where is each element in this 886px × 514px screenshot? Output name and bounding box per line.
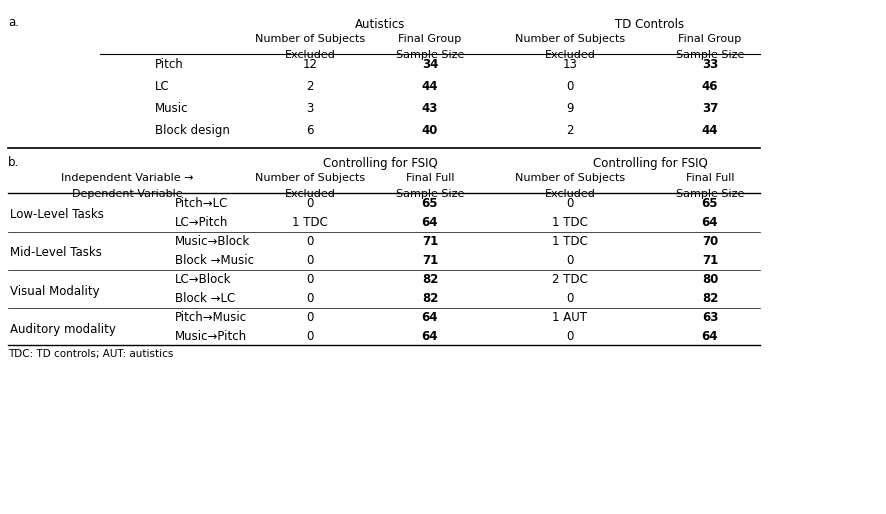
Text: Number of Subjects: Number of Subjects <box>515 34 625 44</box>
Text: Visual Modality: Visual Modality <box>10 285 99 298</box>
Text: 65: 65 <box>421 197 438 210</box>
Text: 13: 13 <box>562 58 577 71</box>
Text: 64: 64 <box>421 330 438 343</box>
Text: Excluded: Excluded <box>284 50 335 60</box>
Text: Final Group: Final Group <box>678 34 741 44</box>
Text: 40: 40 <box>422 124 438 137</box>
Text: 0: 0 <box>306 311 314 324</box>
Text: Excluded: Excluded <box>544 50 595 60</box>
Text: LC→Pitch: LC→Pitch <box>175 216 228 229</box>
Text: 0: 0 <box>565 254 573 267</box>
Text: 6: 6 <box>306 124 314 137</box>
Text: 64: 64 <box>701 330 718 343</box>
Text: 82: 82 <box>701 292 718 305</box>
Text: Controlling for FSIQ: Controlling for FSIQ <box>592 157 706 170</box>
Text: 63: 63 <box>701 311 718 324</box>
Text: Auditory modality: Auditory modality <box>10 322 116 336</box>
Text: 64: 64 <box>701 216 718 229</box>
Text: Excluded: Excluded <box>284 189 335 199</box>
Text: 2 TDC: 2 TDC <box>551 273 587 286</box>
Text: 0: 0 <box>565 80 573 93</box>
Text: 43: 43 <box>422 102 438 115</box>
Text: 0: 0 <box>565 197 573 210</box>
Text: 2: 2 <box>565 124 573 137</box>
Text: Final Full: Final Full <box>685 173 734 183</box>
Text: b.: b. <box>8 156 19 169</box>
Text: 82: 82 <box>422 273 438 286</box>
Text: Low-Level Tasks: Low-Level Tasks <box>10 209 104 222</box>
Text: Number of Subjects: Number of Subjects <box>254 34 365 44</box>
Text: Final Group: Final Group <box>398 34 461 44</box>
Text: LC→Block: LC→Block <box>175 273 231 286</box>
Text: Pitch: Pitch <box>155 58 183 71</box>
Text: a.: a. <box>8 16 19 29</box>
Text: TDC: TD controls; AUT: autistics: TDC: TD controls; AUT: autistics <box>8 349 173 359</box>
Text: Block design: Block design <box>155 124 229 137</box>
Text: Mid-Level Tasks: Mid-Level Tasks <box>10 247 102 260</box>
Text: 44: 44 <box>701 124 718 137</box>
Text: Sample Size: Sample Size <box>395 50 463 60</box>
Text: 71: 71 <box>422 254 438 267</box>
Text: 44: 44 <box>421 80 438 93</box>
Text: 64: 64 <box>421 311 438 324</box>
Text: Pitch→Music: Pitch→Music <box>175 311 247 324</box>
Text: Sample Size: Sample Size <box>675 50 743 60</box>
Text: 70: 70 <box>701 235 718 248</box>
Text: Controlling for FSIQ: Controlling for FSIQ <box>323 157 437 170</box>
Text: LC: LC <box>155 80 169 93</box>
Text: 1 TDC: 1 TDC <box>291 216 328 229</box>
Text: 71: 71 <box>701 254 718 267</box>
Text: 0: 0 <box>306 273 314 286</box>
Text: 1 TDC: 1 TDC <box>551 216 587 229</box>
Text: Autistics: Autistics <box>354 18 405 31</box>
Text: 1 AUT: 1 AUT <box>552 311 587 324</box>
Text: Number of Subjects: Number of Subjects <box>515 173 625 183</box>
Text: Music→Pitch: Music→Pitch <box>175 330 247 343</box>
Text: Final Full: Final Full <box>405 173 454 183</box>
Text: Block →LC: Block →LC <box>175 292 235 305</box>
Text: Sample Size: Sample Size <box>675 189 743 199</box>
Text: 3: 3 <box>306 102 314 115</box>
Text: 0: 0 <box>306 254 314 267</box>
Text: 0: 0 <box>565 292 573 305</box>
Text: Pitch→LC: Pitch→LC <box>175 197 228 210</box>
Text: Sample Size: Sample Size <box>395 189 463 199</box>
Text: 64: 64 <box>421 216 438 229</box>
Text: Independent Variable →: Independent Variable → <box>61 173 193 183</box>
Text: 46: 46 <box>701 80 718 93</box>
Text: Excluded: Excluded <box>544 189 595 199</box>
Text: 0: 0 <box>565 330 573 343</box>
Text: 12: 12 <box>302 58 317 71</box>
Text: Number of Subjects: Number of Subjects <box>254 173 365 183</box>
Text: 0: 0 <box>306 330 314 343</box>
Text: 2: 2 <box>306 80 314 93</box>
Text: 65: 65 <box>701 197 718 210</box>
Text: 33: 33 <box>701 58 718 71</box>
Text: TD Controls: TD Controls <box>615 18 684 31</box>
Text: Music→Block: Music→Block <box>175 235 250 248</box>
Text: 37: 37 <box>701 102 718 115</box>
Text: 80: 80 <box>701 273 718 286</box>
Text: 0: 0 <box>306 197 314 210</box>
Text: 0: 0 <box>306 235 314 248</box>
Text: 1 TDC: 1 TDC <box>551 235 587 248</box>
Text: 82: 82 <box>422 292 438 305</box>
Text: 34: 34 <box>422 58 438 71</box>
Text: 71: 71 <box>422 235 438 248</box>
Text: Block →Music: Block →Music <box>175 254 253 267</box>
Text: Dependent Variable: Dependent Variable <box>72 189 183 199</box>
Text: 9: 9 <box>565 102 573 115</box>
Text: Music: Music <box>155 102 189 115</box>
Text: 0: 0 <box>306 292 314 305</box>
